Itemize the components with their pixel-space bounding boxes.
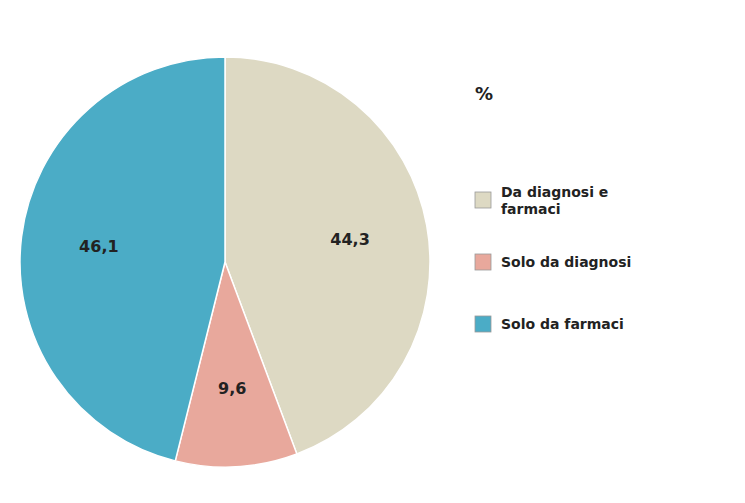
text-line: Da diagnosi e	[501, 184, 608, 200]
data-label: 46,1	[79, 237, 118, 256]
legend-swatch	[475, 316, 491, 332]
pie-slice	[20, 57, 225, 461]
legend-swatch	[475, 254, 491, 270]
data-label: 44,3	[330, 230, 369, 249]
data-label: 9,6	[218, 379, 246, 398]
legend-label: Solo da farmaci	[501, 316, 624, 332]
data-labels: 44,3 9,6 46,1	[79, 230, 370, 399]
text-line: Solo da farmaci	[501, 316, 624, 332]
pie	[20, 57, 430, 467]
chart: 44,3 9,6 46,1% Da diagnosi efarmaci Solo da …	[0, 0, 745, 503]
text-line: Solo da diagnosi	[501, 254, 631, 270]
legend: Da diagnosi efarmaci Solo da diagnosi Solo…	[475, 184, 631, 333]
title: %	[475, 83, 493, 104]
text-line: farmaci	[501, 201, 561, 217]
legend-swatch	[475, 192, 491, 208]
legend-label: Solo da diagnosi	[501, 254, 631, 270]
legend-label: Da diagnosi efarmaci	[501, 184, 608, 217]
